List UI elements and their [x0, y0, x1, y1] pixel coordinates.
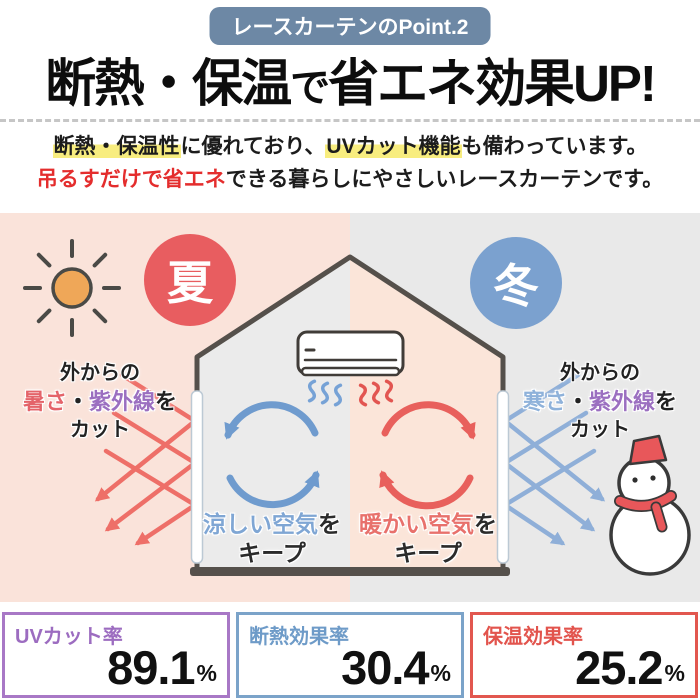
cool-air-text: 涼しい空気 [203, 511, 318, 537]
cold-text: 寒さ [522, 389, 567, 414]
caption-line: 涼しい空気を [177, 510, 367, 539]
stat-unit: % [196, 660, 217, 686]
description-line1: 断熱・保温性に優れており、UVカット機能も備わっています。 [0, 131, 700, 164]
house-illustration: 夏 冬 外からの 暑さ・紫外線を カット 外からの 寒さ・紫外線を カット 涼し… [0, 213, 700, 602]
description-line2: 吊るすだけで省エネできる暮らしにやさしいレースカーテンです。 [0, 164, 700, 197]
cool-air-caption: 涼しい空気を キープ [177, 510, 367, 568]
uv-text: 紫外線 [89, 389, 156, 414]
headline-part1: 断熱・保温 [45, 55, 292, 112]
page-title: 断熱・保温で省エネ効果UP! [0, 42, 700, 116]
particle-text: を [655, 389, 678, 414]
stat-number: 30.4 [341, 641, 429, 694]
curtain-right [496, 390, 510, 564]
dot-text: ・ [566, 389, 589, 414]
particle-text: を [155, 389, 178, 414]
scene-graphics [23, 239, 691, 576]
desc-plain: に優れており、 [180, 135, 326, 158]
sun-icon [23, 239, 121, 337]
warm-air-waves-icon [358, 379, 394, 407]
stat-value: 25.2% [575, 640, 685, 695]
warm-air-caption: 暖かい空気を キープ [333, 510, 523, 568]
summer-outside-caption: 外からの 暑さ・紫外線を カット [15, 360, 185, 444]
warm-air-text: 暖かい空気 [359, 511, 474, 537]
cool-air-waves-icon [307, 379, 343, 407]
dashed-divider [0, 119, 700, 122]
stat-number: 89.1 [107, 641, 195, 694]
stat-label: 断熱効果率 [249, 626, 349, 648]
stat-unit: % [430, 660, 451, 686]
air-conditioner-icon [296, 330, 405, 377]
point-badge: レースカーテンのPoint.2 [209, 7, 491, 45]
stat-value: 30.4% [341, 640, 451, 695]
house-floor [190, 567, 510, 576]
stat-label: UVカット率 [15, 626, 123, 648]
stat-box-insulation: 断熱効果率 30.4% [236, 612, 464, 698]
hot-text: 暑さ [22, 389, 67, 414]
stat-label: 保温効果率 [483, 626, 583, 648]
description-text: 断熱・保温性に優れており、UVカット機能も備わっています。 吊るすだけで省エネで… [0, 131, 700, 197]
curtain-left [190, 390, 204, 564]
headline-particle: で [290, 66, 330, 110]
uv-text: 紫外線 [589, 389, 656, 414]
particle-text: を [474, 511, 497, 537]
dot-text: ・ [66, 389, 89, 414]
headline-part2: 省エネ効果UP! [328, 55, 657, 112]
summer-badge: 夏 [144, 234, 236, 326]
stat-unit: % [664, 660, 685, 686]
desc-plain: できる暮らしにやさしいレースカーテンです。 [225, 167, 664, 191]
winter-outside-caption: 外からの 寒さ・紫外線を カット [515, 360, 685, 444]
stat-box-heat-retention: 保温効果率 25.2% [470, 612, 698, 698]
caption-line: 寒さ・紫外線を [515, 387, 685, 417]
stat-number: 25.2 [575, 641, 663, 694]
warm-air-cycle-icon [379, 401, 476, 510]
caption-line: キープ [238, 539, 306, 566]
cool-air-cycle-icon [224, 401, 320, 509]
caption-line: 暑さ・紫外線を [15, 387, 185, 417]
caption-line: キープ [394, 539, 462, 566]
winter-badge: 冬 [470, 237, 562, 329]
stats-row: UVカット率 89.1% 断熱効果率 30.4% 保温効果率 25.2% [2, 612, 698, 698]
desc-red-emphasis: 吊るすだけで省エネ [36, 167, 226, 191]
caption-line: カット [70, 418, 130, 441]
caption-line: 外からの [560, 362, 640, 384]
snowman-icon [609, 434, 691, 576]
stat-box-uv-cut: UVカット率 89.1% [2, 612, 230, 698]
particle-text: を [318, 511, 341, 537]
caption-line: 暖かい空気を [333, 510, 523, 539]
caption-line: カット [570, 418, 630, 441]
caption-line: 外からの [60, 362, 140, 384]
stat-value: 89.1% [107, 640, 217, 695]
desc-highlight-uv: UVカット機能 [325, 135, 462, 158]
desc-plain: も備わっています。 [461, 135, 648, 158]
desc-highlight-insulation: 断熱・保温性 [52, 135, 181, 158]
